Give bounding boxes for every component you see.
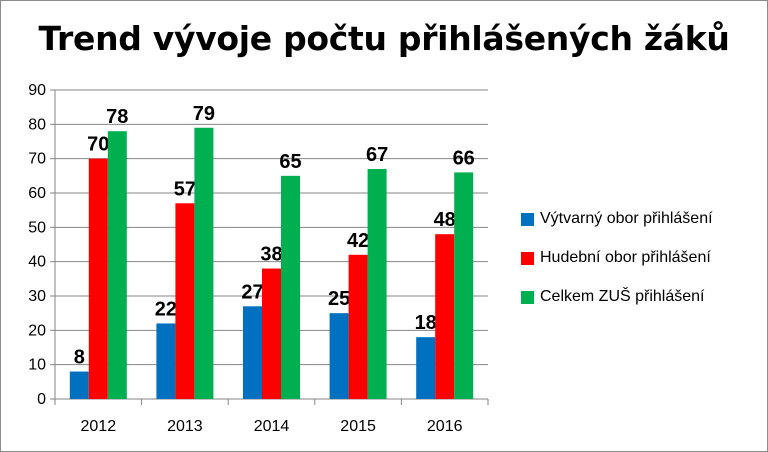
legend-swatch	[521, 251, 534, 265]
x-tick-label: 2016	[427, 418, 463, 435]
legend-label: Hudební obor přihlášení	[540, 249, 711, 266]
y-tick-label: 90	[28, 82, 46, 99]
bar	[454, 172, 474, 399]
bar	[262, 268, 281, 399]
data-label: 67	[366, 144, 388, 166]
bar	[107, 131, 127, 399]
bar	[175, 203, 195, 399]
bar	[348, 254, 368, 399]
data-label: 78	[106, 106, 128, 128]
y-tick-label: 10	[28, 357, 46, 374]
chart-title: Trend vývoje počtu přihlášených žáků	[38, 19, 730, 58]
data-label: 8	[74, 347, 85, 369]
y-tick-label: 50	[28, 219, 46, 236]
data-label: 79	[193, 103, 215, 125]
y-tick-label: 70	[28, 151, 46, 168]
x-tick-label: 2014	[254, 418, 290, 435]
bar	[243, 306, 262, 399]
y-tick-label: 30	[28, 288, 46, 305]
data-label: 57	[174, 178, 196, 200]
bar	[416, 337, 436, 399]
y-tick-label: 20	[28, 322, 46, 339]
bar	[367, 168, 387, 399]
legend-label: Výtvarný obor přihlášení	[540, 210, 713, 227]
bar	[156, 323, 176, 399]
y-tick-label: 80	[28, 116, 46, 133]
data-label: 22	[155, 298, 177, 320]
x-tick-label: 2015	[340, 418, 376, 435]
y-tick-label: 40	[28, 254, 46, 271]
data-label: 25	[328, 288, 350, 310]
bar	[281, 175, 300, 399]
bar	[69, 371, 89, 399]
bar	[194, 127, 214, 400]
data-label: 65	[279, 151, 301, 173]
y-tick-label: 0	[37, 391, 46, 408]
bar	[435, 234, 455, 399]
bar	[88, 158, 108, 399]
legend-swatch	[521, 290, 534, 304]
data-label: 42	[347, 230, 369, 252]
data-label: 27	[241, 281, 263, 303]
data-label: 38	[260, 244, 282, 266]
legend-item: Výtvarný obor přihlášení	[521, 209, 713, 229]
legend-swatch	[521, 212, 534, 226]
bar	[329, 313, 349, 399]
x-tick-label: 2012	[81, 418, 117, 435]
legend: Výtvarný obor přihlášení Hudební obor při…	[521, 209, 713, 326]
legend-item: Celkem ZUŠ přihlášení	[521, 287, 713, 307]
data-label: 66	[453, 147, 475, 169]
x-tick-label: 2013	[167, 418, 203, 435]
data-label: 48	[434, 209, 456, 231]
y-tick-label: 60	[28, 185, 46, 202]
data-label: 18	[415, 312, 437, 334]
legend-label: Celkem ZUŠ přihlášení	[540, 288, 705, 305]
data-label: 70	[87, 134, 109, 156]
legend-item: Hudební obor přihlášení	[521, 248, 713, 268]
